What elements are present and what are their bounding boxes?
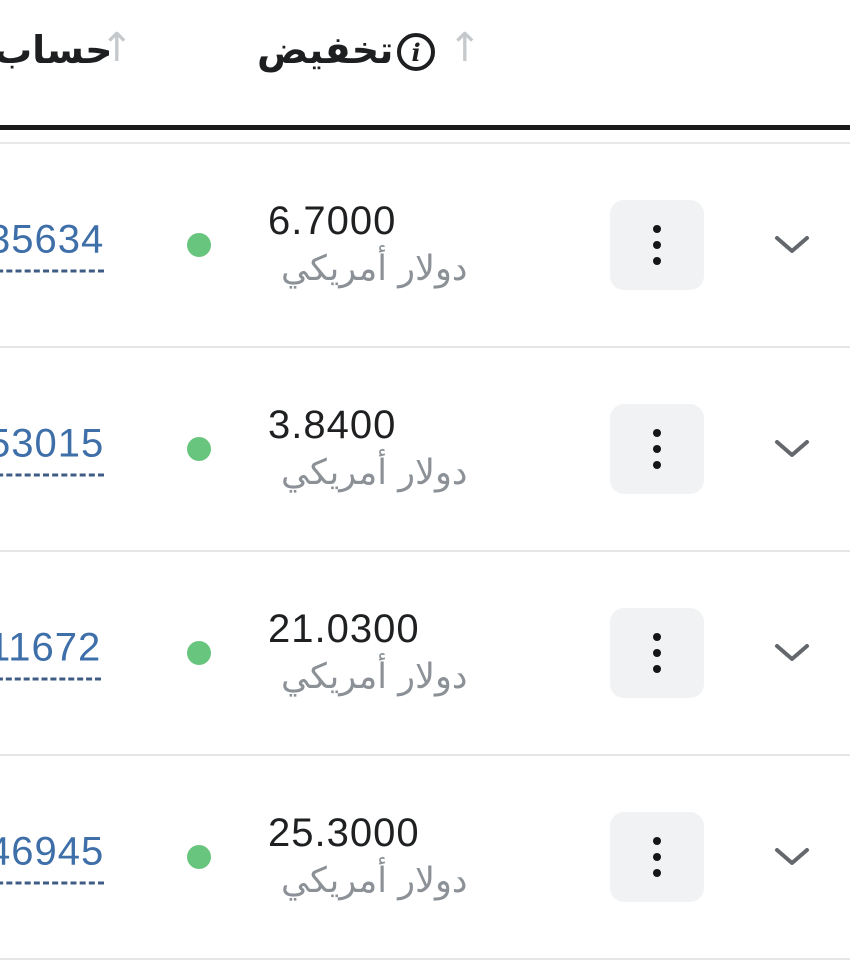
status-active-dot-icon — [187, 233, 211, 257]
discount-amount: 3.8400 — [268, 403, 397, 448]
status-active-dot-icon — [187, 845, 211, 869]
kebab-dot — [653, 241, 661, 249]
kebab-dot — [653, 837, 661, 845]
discount-cell: 3.8400 دولار أمريكي — [268, 402, 468, 496]
header-bottom-rule — [0, 125, 850, 130]
account-id-link[interactable]: 53015 — [0, 422, 105, 477]
discount-amount: 21.0300 — [268, 607, 420, 652]
discount-cell: 6.7000 دولار أمريكي — [268, 198, 468, 292]
account-column-label: حساب — [0, 28, 113, 72]
chevron-down-icon — [775, 848, 809, 865]
expand-row-button[interactable] — [772, 844, 812, 870]
kebab-dot — [653, 429, 661, 437]
table-header: حساب ↑ تخفيض i ↑ — [0, 0, 850, 144]
chevron-down-icon — [775, 440, 809, 457]
discount-amount: 25.3000 — [268, 811, 420, 856]
chevron-down-icon — [775, 236, 809, 253]
kebab-dot — [653, 225, 661, 233]
discount-currency: دولار أمريكي — [281, 249, 468, 290]
expand-row-button[interactable] — [772, 640, 812, 666]
table-row: 46945 25.3000 دولار أمريكي — [0, 756, 850, 960]
status-active-dot-icon — [187, 641, 211, 665]
table-row: 35634 6.7000 دولار أمريكي — [0, 144, 850, 348]
row-actions-kebab-button[interactable] — [610, 200, 704, 290]
kebab-dot — [653, 853, 661, 861]
discount-amount: 6.7000 — [268, 199, 397, 244]
account-id-link[interactable]: 11672 — [0, 626, 102, 681]
table-row: 53015 3.8400 دولار أمريكي — [0, 348, 850, 552]
discount-currency: دولار أمريكي — [281, 657, 468, 698]
discount-cell: 25.3000 دولار أمريكي — [268, 810, 468, 904]
kebab-dot — [653, 445, 661, 453]
expand-row-button[interactable] — [772, 232, 812, 258]
info-icon[interactable]: i — [397, 33, 435, 71]
kebab-dot — [653, 633, 661, 641]
row-actions-kebab-button[interactable] — [610, 404, 704, 494]
kebab-dot — [653, 665, 661, 673]
row-actions-kebab-button[interactable] — [610, 608, 704, 698]
discount-column-label: تخفيض — [257, 28, 394, 72]
table-row: 11672 21.0300 دولار أمريكي — [0, 552, 850, 756]
sort-ascending-icon: ↑ — [448, 25, 482, 71]
kebab-dot — [653, 649, 661, 657]
account-id-link[interactable]: 46945 — [0, 830, 105, 885]
kebab-dot — [653, 869, 661, 877]
status-active-dot-icon — [187, 437, 211, 461]
discount-currency: دولار أمريكي — [281, 861, 468, 902]
expand-row-button[interactable] — [772, 436, 812, 462]
chevron-down-icon — [775, 644, 809, 661]
kebab-dot — [653, 257, 661, 265]
sort-ascending-icon: ↑ — [100, 25, 134, 71]
row-separator — [0, 142, 850, 144]
discount-currency: دولار أمريكي — [281, 453, 468, 494]
account-id-link[interactable]: 35634 — [0, 218, 105, 273]
discount-cell: 21.0300 دولار أمريكي — [268, 606, 468, 700]
kebab-dot — [653, 461, 661, 469]
row-actions-kebab-button[interactable] — [610, 812, 704, 902]
